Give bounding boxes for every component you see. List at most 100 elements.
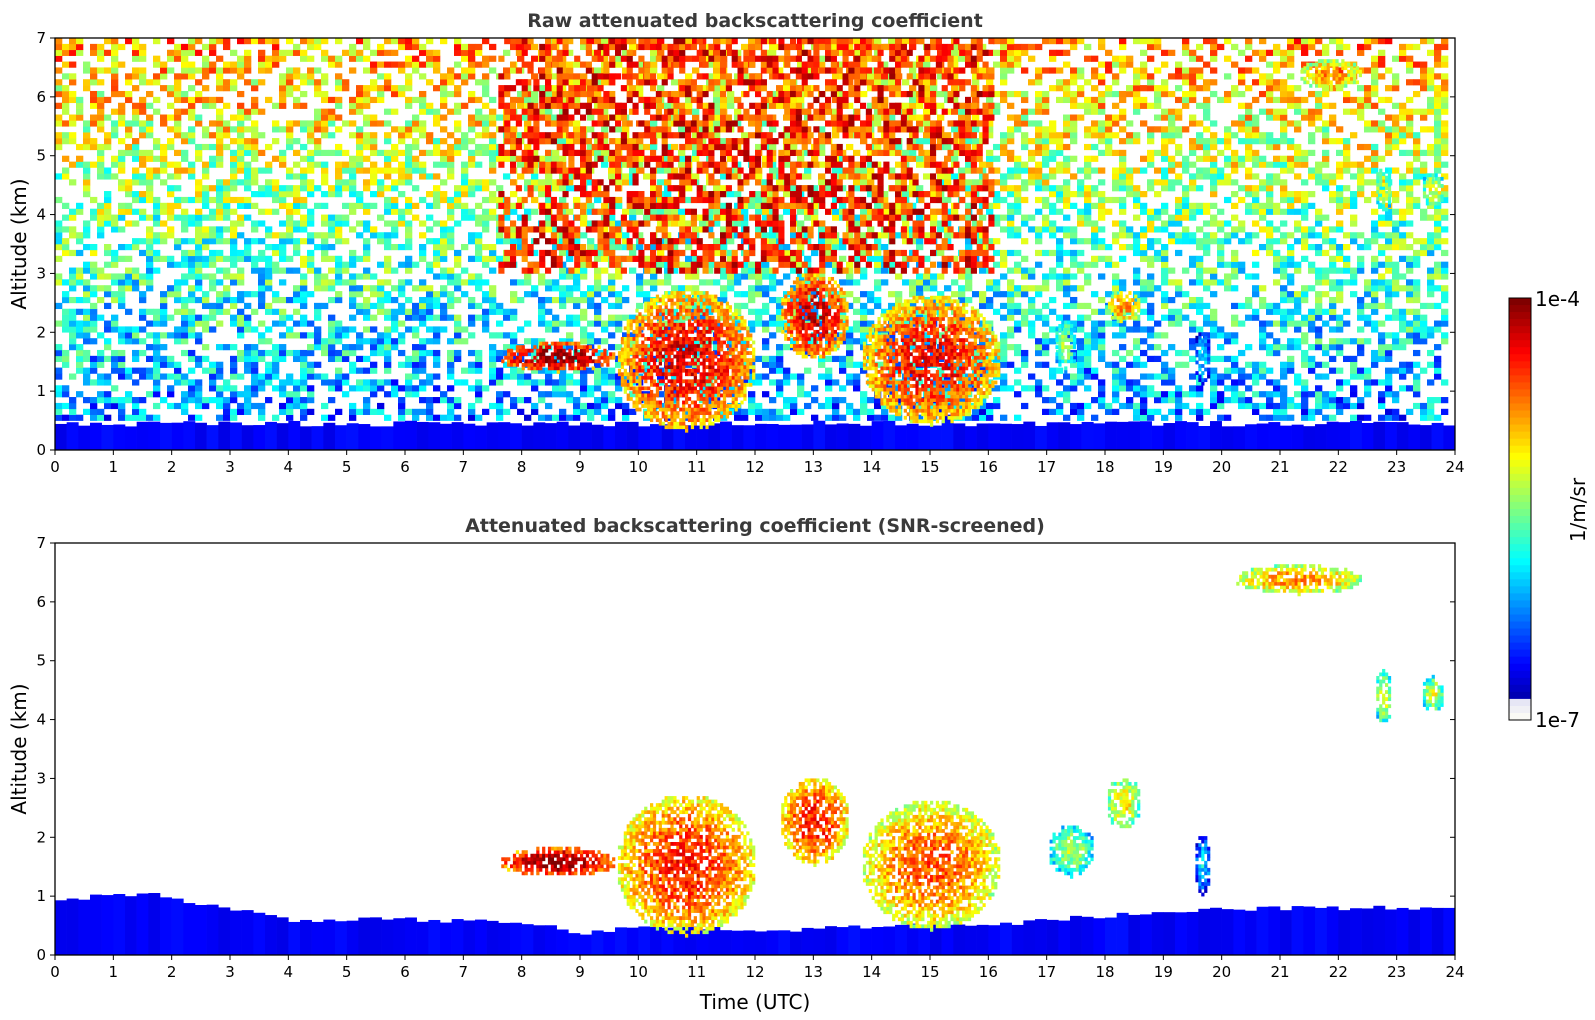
heatmap-cell [174, 161, 182, 168]
heatmap-cell [559, 273, 567, 280]
heatmap-cell [272, 296, 280, 304]
heatmap-cell [307, 43, 315, 51]
heatmap-cell [97, 96, 105, 104]
heatmap-cell [265, 191, 273, 198]
heatmap-cell [76, 361, 84, 368]
heatmap-cell [300, 38, 308, 45]
heatmap-cell [608, 344, 616, 351]
heatmap-cell [384, 308, 392, 315]
heatmap-cell [314, 149, 322, 157]
heatmap-cell [769, 285, 777, 292]
heatmap-cell [867, 149, 875, 157]
heatmap-cell [741, 61, 749, 68]
heatmap-cell [125, 220, 133, 227]
heatmap-cell [314, 90, 322, 98]
heatmap-cell [363, 326, 371, 333]
heatmap-cell [748, 285, 756, 292]
heatmap-cell [139, 55, 147, 62]
heatmap-cell [468, 361, 476, 368]
heatmap-cell [363, 85, 371, 92]
heatmap-cell [258, 167, 266, 174]
heatmap-cell [83, 244, 91, 251]
heatmap-cell [776, 349, 784, 357]
heatmap-cell [419, 355, 427, 363]
heatmap-cell [321, 161, 329, 168]
heatmap-cell [902, 102, 910, 109]
heatmap-cell [573, 126, 581, 133]
heatmap-cell [307, 79, 315, 86]
heatmap-cell [293, 85, 301, 92]
heatmap-cell [111, 73, 119, 80]
heatmap-cell [1014, 285, 1022, 292]
heatmap-cell [741, 379, 749, 386]
heatmap-cell [412, 138, 420, 145]
heatmap-cell [335, 232, 343, 239]
heatmap-cell [790, 397, 798, 404]
heatmap-cell [405, 173, 413, 180]
heatmap-cell [251, 267, 259, 274]
heatmap-cell [300, 202, 308, 209]
heatmap-cell [538, 108, 546, 115]
heatmap-cell [573, 196, 581, 204]
heatmap-cell [69, 49, 77, 56]
heatmap-cell [482, 85, 490, 92]
heatmap-cell [895, 38, 903, 45]
heatmap-cell [692, 67, 700, 74]
heatmap-cell [216, 397, 224, 404]
heatmap-cell [286, 349, 294, 357]
heatmap-cell [69, 132, 77, 139]
heatmap-cell [174, 361, 182, 368]
heatmap-cell [762, 196, 770, 204]
heatmap-cell [559, 185, 567, 192]
heatmap-cell [230, 344, 238, 351]
heatmap-cell [986, 132, 994, 139]
heatmap-cell [314, 232, 322, 239]
heatmap-cell [391, 232, 399, 239]
heatmap-cell [342, 267, 350, 274]
heatmap-cell [405, 373, 413, 380]
heatmap-cell [62, 291, 70, 298]
heatmap-cell [692, 143, 700, 151]
heatmap-cell [104, 249, 112, 257]
heatmap-cell [748, 397, 756, 404]
heatmap-cell [615, 361, 623, 368]
heatmap-cell [454, 43, 462, 51]
heatmap-cell [237, 155, 245, 162]
heatmap-cell [678, 314, 686, 321]
heatmap-cell [496, 408, 504, 415]
heatmap-cell [349, 344, 357, 351]
heatmap-cell [286, 379, 294, 386]
heatmap-cell [412, 332, 420, 339]
heatmap-cell [321, 273, 329, 280]
heatmap-cell [748, 267, 756, 274]
heatmap-cell [118, 185, 126, 192]
heatmap-cell [237, 373, 245, 380]
heatmap-cell [573, 120, 581, 127]
heatmap-cell [76, 367, 84, 374]
heatmap-cell [776, 385, 784, 392]
heatmap-cell [370, 379, 378, 386]
heatmap-cell [867, 255, 875, 262]
heatmap-cell [419, 314, 427, 321]
heatmap-cell [811, 249, 819, 257]
heatmap-cell [55, 43, 63, 51]
heatmap-cell [496, 238, 504, 245]
heatmap-cell [419, 344, 427, 351]
heatmap-cell [62, 90, 70, 98]
heatmap-cell [111, 173, 119, 180]
heatmap-cell [237, 114, 245, 121]
heatmap-cell [83, 408, 91, 415]
heatmap-cell [601, 320, 609, 327]
heatmap-cell [587, 285, 595, 292]
heatmap-cell [734, 108, 742, 115]
heatmap-cell [97, 296, 105, 304]
heatmap-cell [573, 320, 581, 327]
heatmap-cell [69, 296, 77, 304]
heatmap-cell [314, 108, 322, 115]
heatmap-cell [608, 273, 616, 280]
heatmap-cell [258, 238, 266, 245]
heatmap-cell [818, 173, 826, 180]
heatmap-cell [321, 414, 329, 421]
heatmap-cell [832, 132, 840, 139]
heatmap-cell [419, 361, 427, 368]
